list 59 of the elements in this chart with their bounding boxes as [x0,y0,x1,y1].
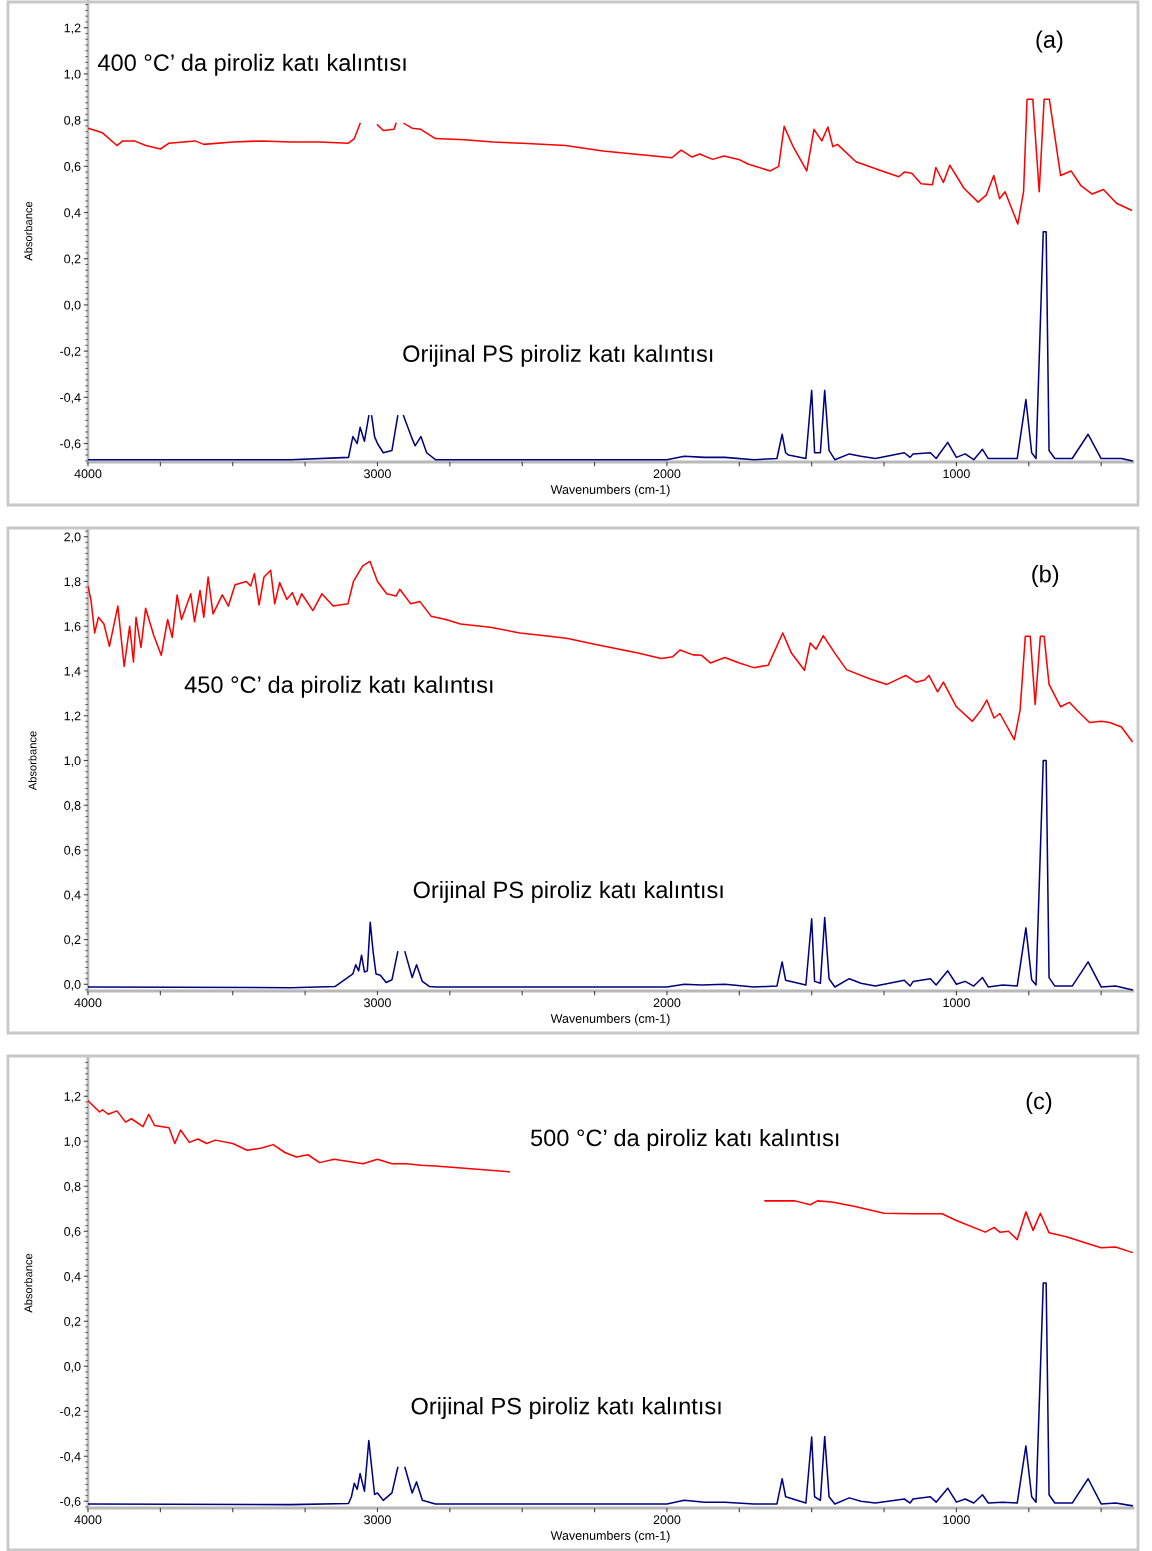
y-tick-label: -0,2 [60,1407,81,1418]
y-tick-label: 0,0 [64,300,81,312]
annotation: (c) [1026,1091,1052,1114]
y-axis-title: Absorbance [24,1253,33,1313]
y-tick-label: 1,6 [64,622,81,633]
x-tick-label: 3000 [364,469,391,479]
x-tick-label: 4000 [74,998,102,1008]
y-tick-label: -0,4 [60,393,81,404]
x-tick-label: 2000 [653,1515,681,1525]
y-tick-label: 0,2 [64,1317,81,1328]
x-tick-label: 3000 [364,998,391,1008]
y-tick-label: 0,4 [64,1272,81,1283]
x-tick-label: 4000 [74,1515,102,1525]
y-tick-label: 2,0 [64,532,81,543]
y-tick-label: 1,4 [64,666,81,678]
y-tick-label: 0,6 [64,1227,81,1238]
y-tick-label: 1,8 [64,577,81,588]
y-tick-label: 0,6 [64,845,81,857]
y-tick-label: 1,2 [64,23,81,34]
annotation: (b) [1032,565,1059,588]
y-tick-label: 0,8 [64,115,81,127]
y-tick-label: 0,4 [64,890,81,901]
y-tick-label: 1,0 [64,69,81,81]
text: Orijinal PS piroliz katı kalıntısı [413,880,723,903]
y-tick-label: -0,6 [60,439,81,450]
y-tick-label: 1,0 [64,1137,81,1148]
series-label: 450 °C’ da piroliz katı kalıntısı [184,675,493,698]
y-tick-label: 0,2 [64,254,81,265]
y-tick-label: -0,2 [60,346,81,358]
y-tick-label: 0,4 [64,208,81,219]
y-tick-label: 1,2 [64,711,81,722]
x-axis-title: Wavenumbers (cm-1) [550,1013,670,1026]
line-series [88,560,1133,743]
y-tick-label: -0,6 [60,1497,81,1508]
series-label: 500 °C’ da piroliz katı kalıntısı [530,1128,839,1151]
x-tick-label: 1000 [943,469,970,479]
y-tick-label: 0,2 [64,935,81,946]
annotation: (a) [1036,30,1063,53]
x-tick-label: 2000 [653,998,681,1008]
y-tick-label: 0,0 [64,980,81,991]
x-axis-title: Wavenumbers (cm-1) [550,1530,670,1543]
x-axis-title: Wavenumbers (cm-1) [550,484,670,497]
y-axis-title: Absorbance [24,201,33,261]
y-axis-title: Absorbance [28,731,37,791]
text: 400 °C’ da piroliz katı kalıntısı [97,53,406,76]
text: Orijinal PS piroliz katı kalıntısı [411,1397,721,1420]
y-tick-label: 1,2 [64,1092,81,1103]
y-tick-label: 1,0 [64,756,81,767]
y-tick-label: 0,8 [64,1182,81,1193]
x-tick-label: 1000 [943,998,970,1008]
y-tick-label: 0,0 [64,1362,81,1373]
y-tick-label: 0,8 [64,801,81,812]
y-tick-label: 0,6 [64,162,81,173]
x-tick-label: 4000 [74,469,102,479]
x-tick-label: 2000 [653,469,681,479]
text: Orijinal PS piroliz katı kalıntısı [403,344,713,367]
y-tick-label: -0,4 [60,1452,81,1463]
x-tick-label: 3000 [364,1515,391,1525]
x-tick-label: 1000 [943,1515,970,1525]
